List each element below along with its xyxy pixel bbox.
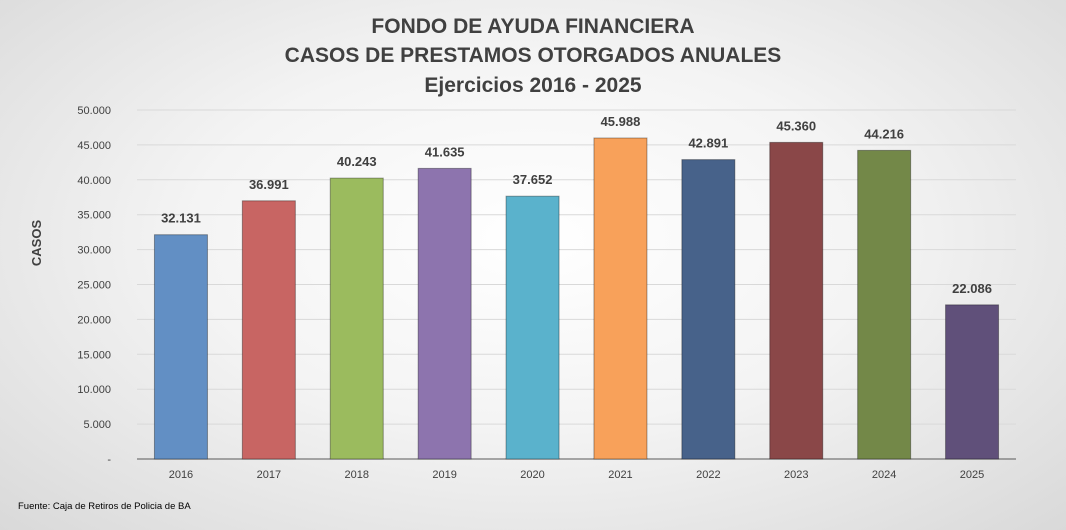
y-tick-label: 5.000 [83,419,111,431]
x-tick-label-2020: 2020 [520,469,544,481]
bar-2018 [329,177,384,460]
x-tick-label-2017: 2017 [257,469,281,481]
data-label-2024: 44.216 [864,126,904,141]
y-tick-label: 30.000 [77,245,111,257]
y-tick-label: 10.000 [77,384,111,396]
bar-2024 [857,149,912,460]
y-tick-label: 15.000 [77,349,111,361]
y-tick-label: 40.000 [77,175,111,187]
y-tick-label: 20.000 [77,314,111,326]
bar-2020 [505,195,560,460]
bar-2021 [593,137,648,460]
data-label-2019: 41.635 [425,144,465,159]
data-label-2023: 45.360 [776,118,816,133]
chart-title-line-1: FONDO DE AYUDA FINANCIERA [371,15,695,38]
y-tick-label: 25.000 [77,280,111,292]
source-note: Fuente: Caja de Retiros de Policia de BA [18,501,191,512]
x-tick-label-2018: 2018 [345,469,369,481]
x-tick-label-2022: 2022 [696,469,720,481]
data-label-2016: 32.131 [161,211,201,226]
x-tick-label-2016: 2016 [169,469,193,481]
x-tick-label-2025: 2025 [960,469,984,481]
data-label-2018: 40.243 [337,154,377,169]
data-label-2017: 36.991 [249,177,289,192]
bar-2016 [153,234,208,460]
chart-title-line-3: Ejercicios 2016 - 2025 [424,74,642,97]
y-tick-label: 45.000 [77,140,111,152]
data-label-2020: 37.652 [513,172,553,187]
bar-2017 [241,200,296,460]
bar-2025 [945,304,1000,460]
data-label-2022: 42.891 [688,136,728,151]
y-axis-label: CASOS [29,220,44,267]
x-tick-label-2024: 2024 [872,469,896,481]
x-tick-label-2021: 2021 [608,469,632,481]
x-tick-label-2023: 2023 [784,469,808,481]
x-tick-label-2019: 2019 [432,469,456,481]
y-tick-label: 35.000 [77,210,111,222]
bar-2019 [417,167,472,460]
data-label-2025: 22.086 [952,281,992,296]
bar-2023 [769,141,824,460]
y-tick-label: - [107,454,111,466]
bar-2022 [681,159,736,460]
data-label-2021: 45.988 [601,114,641,129]
chart-title-line-2: CASOS DE PRESTAMOS OTORGADOS ANUALES [284,44,782,67]
y-tick-label: 50.000 [77,105,111,117]
